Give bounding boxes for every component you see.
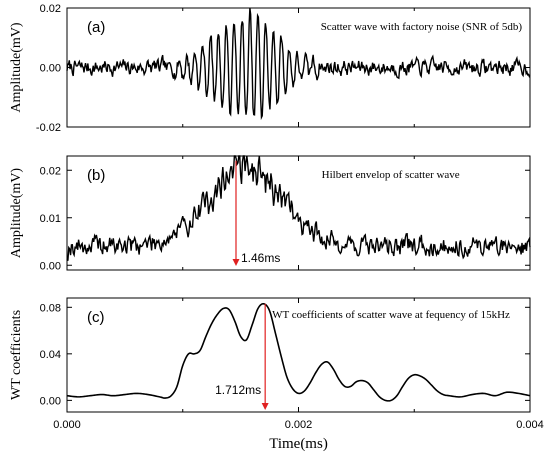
panel-c-ticks: 0.00 0.04 0.08 0.000 0.002 0.004 <box>40 298 544 431</box>
ytick-label-b-0: 0.00 <box>40 260 61 272</box>
panel-c: 0.000.040.080.000 0.002 0.004 1.712ms (c) … <box>9 297 544 452</box>
panel-c-label: (c) <box>87 309 105 326</box>
ytick-label-c-2: 0.08 <box>40 302 61 314</box>
ytick-label-c-0: 0.00 <box>40 395 61 407</box>
panel-c-marker-label: 1.712ms <box>215 383 261 397</box>
panel-b-ylabel: Amplitude(mV) <box>9 168 24 259</box>
ytick-label-a-0: -0.02 <box>36 122 61 134</box>
panel-b: 0.00 0.01 0.02 1.46ms (b) Hilbert envelop … <box>9 155 531 272</box>
panel-a-label: (a) <box>87 19 105 36</box>
ytick-label-a-1: 0.00 <box>40 63 61 75</box>
panel-b-ticks: 0.00 0.01 0.02 <box>40 156 531 272</box>
panel-a-trace <box>66 7 531 121</box>
ytick-label-b-2: 0.02 <box>40 165 61 177</box>
ytick-label-a-2: 0.02 <box>40 3 61 15</box>
ytick-label-b-1: 0.01 <box>40 213 61 225</box>
panel-b-marker-label: 1.46ms <box>241 251 280 265</box>
panel-a-ylabel: Amplitude(mV) <box>9 22 24 113</box>
panel-c-ylabel: WT coefficients <box>9 310 24 400</box>
xtick-label-c-2: 0.004 <box>516 419 544 431</box>
panel-b-trace <box>66 155 531 262</box>
panel-b-label: (b) <box>87 167 105 184</box>
panel-b-annotation: Hilbert envelop of scatter wave <box>322 169 460 181</box>
xtick-label-c-1: 0.002 <box>285 419 313 431</box>
panel-b-frame <box>66 155 531 271</box>
ytick-label-c-1: 0.04 <box>40 349 61 361</box>
panel-a: -0.02 0.00 0.02 (a) Scatter wave with fact… <box>9 3 531 134</box>
panel-c-xlabel: Time(ms) <box>269 436 328 452</box>
panel-c-annotation: WT coefficients of scatter wave at feque… <box>272 309 510 321</box>
xtick-label-c-0: 0.000 <box>53 419 81 431</box>
panel-b-marker-arrowhead <box>232 259 240 266</box>
panel-c-trace <box>66 302 531 402</box>
panel-c-marker-arrowhead <box>261 403 269 410</box>
panel-a-annotation: Scatter wave with factory noise (SNR of … <box>321 21 523 33</box>
